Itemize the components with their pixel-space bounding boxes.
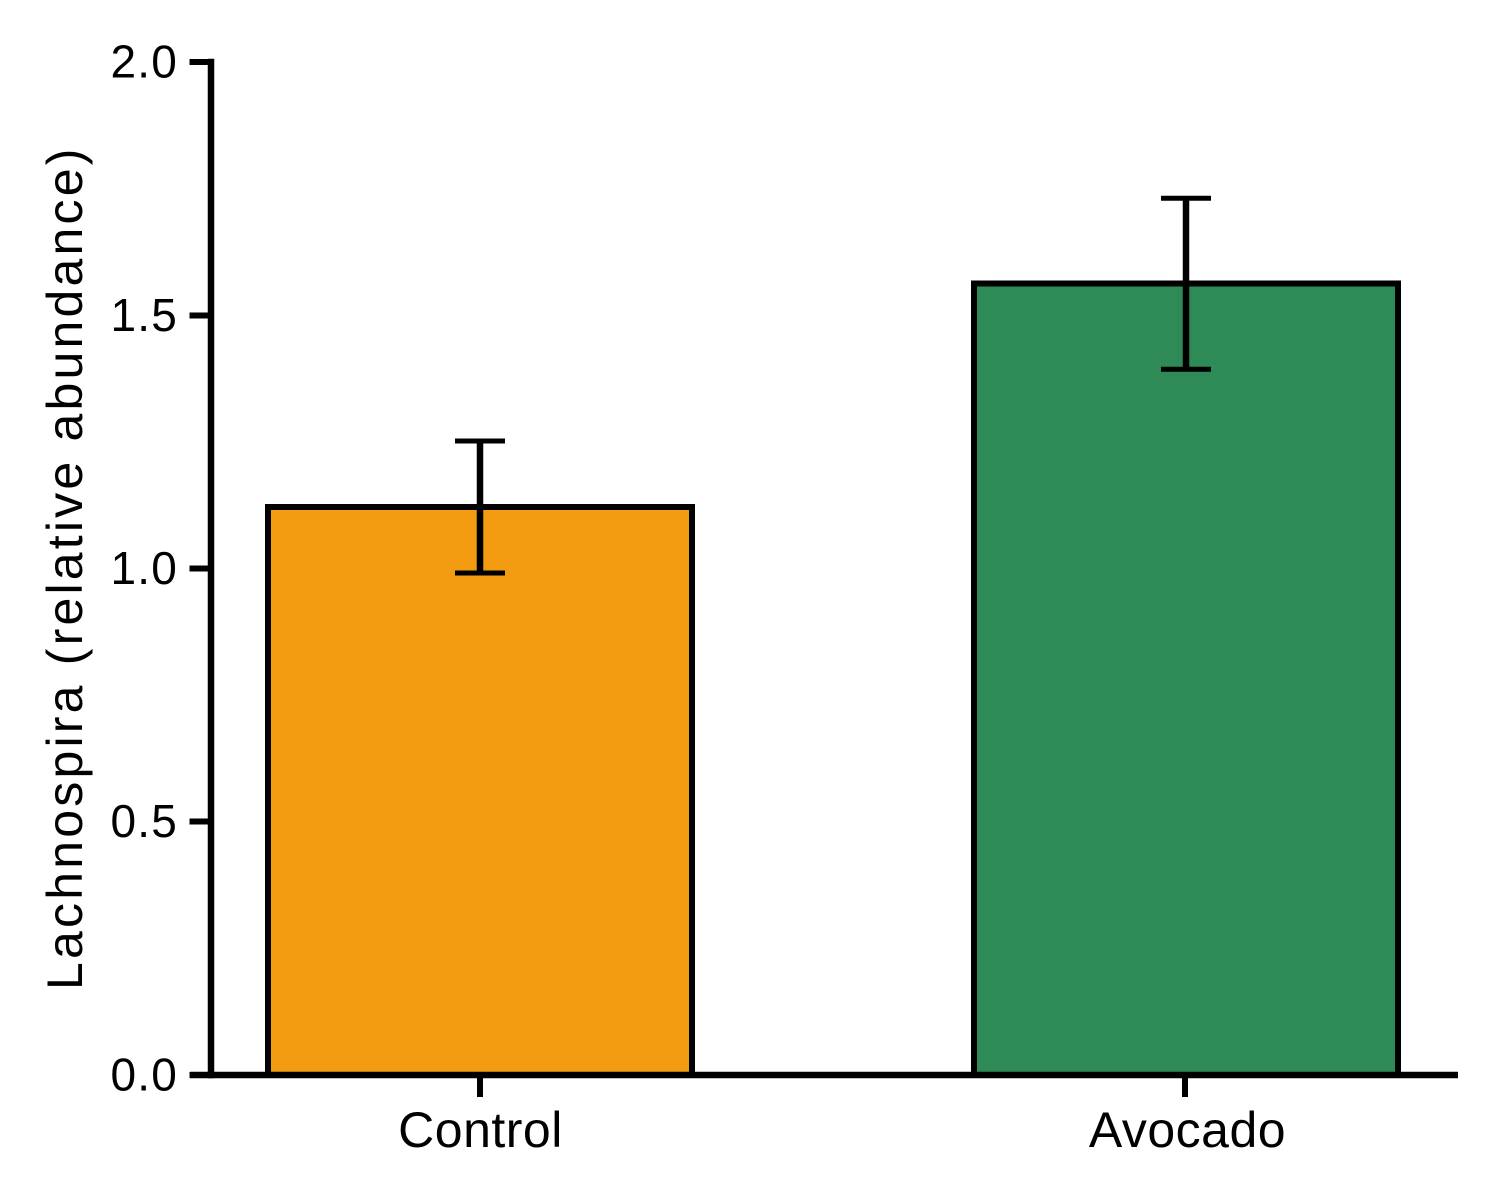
- svg-text:1.0: 1.0: [110, 542, 178, 594]
- svg-text:0.0: 0.0: [110, 1049, 178, 1101]
- svg-text:Avocado: Avocado: [1089, 1102, 1286, 1158]
- svg-text:0.5: 0.5: [110, 795, 178, 847]
- svg-text:Lachnospira (relative abundanc: Lachnospira (relative abundance): [37, 145, 93, 990]
- svg-text:2.0: 2.0: [110, 36, 178, 88]
- svg-text:1.5: 1.5: [110, 289, 178, 341]
- svg-text:Control: Control: [398, 1102, 563, 1158]
